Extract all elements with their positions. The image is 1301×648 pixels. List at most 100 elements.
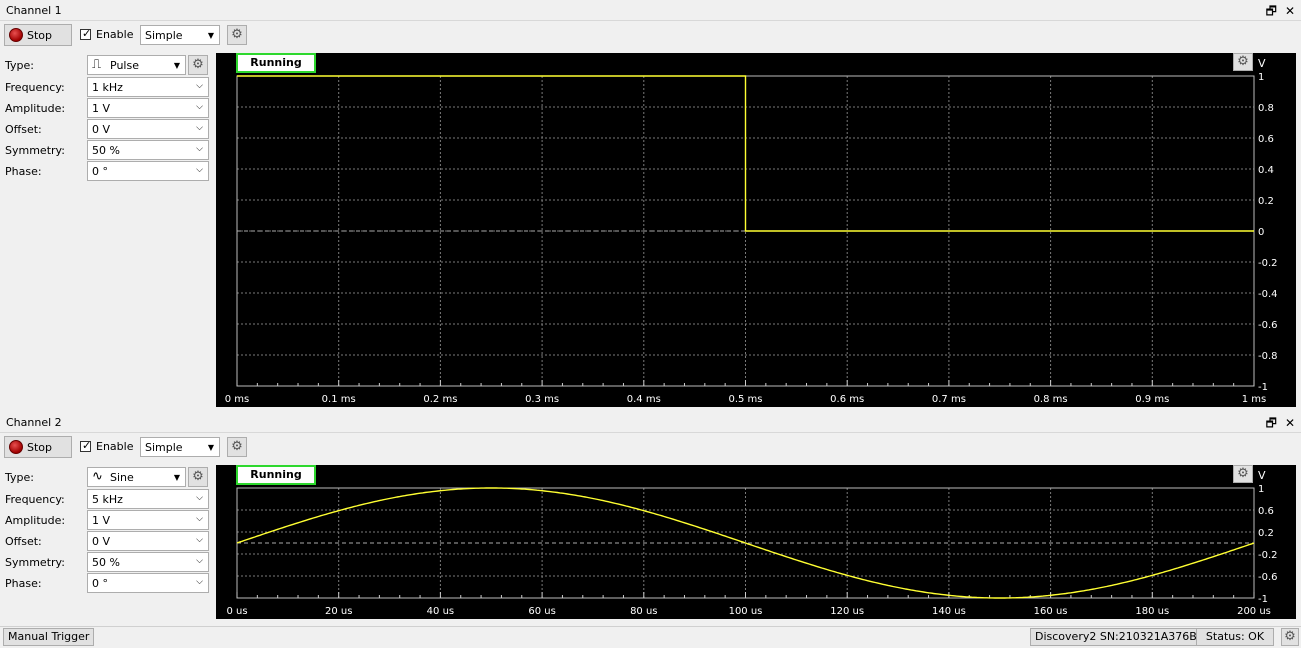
- checkmark-icon: ✓: [82, 439, 92, 452]
- param-value: 50 %: [92, 144, 120, 157]
- param-select[interactable]: 0 ° ⌵: [87, 161, 209, 181]
- param-label: Offset:: [5, 535, 42, 548]
- param-select[interactable]: 5 kHz ⌵: [87, 489, 209, 509]
- channel-2-plot: 0 us 20 us 40 us 60 us 80 us 100 us 120 us 140 …: [216, 465, 1296, 619]
- channel-1-y-unit: V: [1258, 57, 1266, 70]
- x-tick-label: 0.9 ms: [1135, 394, 1169, 405]
- signal-trace: [236, 487, 1255, 599]
- dropdown-arrow-icon: ⌵: [196, 144, 203, 154]
- channel-1-stop-button[interactable]: Stop: [4, 24, 72, 46]
- dropdown-arrow-icon: ⌵: [196, 493, 203, 503]
- y-tick-label: 0.2: [1258, 528, 1274, 539]
- x-tick-label: 40 us: [427, 606, 454, 617]
- param-label: Phase:: [5, 165, 42, 178]
- stop-label: Stop: [27, 29, 53, 42]
- param-label: Offset:: [5, 123, 42, 136]
- restore-icon[interactable]: 🗗: [1265, 416, 1277, 430]
- enable-label: Enable: [96, 440, 134, 453]
- status-indicator[interactable]: Status: OK: [1196, 628, 1274, 646]
- x-tick-label: 0.6 ms: [830, 394, 864, 405]
- param-select[interactable]: 0 V ⌵: [87, 119, 209, 139]
- channel-2-plot-svg: 0 us 20 us 40 us 60 us 80 us 100 us 120 us 140 …: [226, 484, 1278, 617]
- param-value: 0 °: [92, 577, 108, 590]
- channel-1-mode-select[interactable]: Simple ▼: [140, 25, 220, 45]
- param-value: 0 V: [92, 123, 111, 136]
- x-tick-label: 160 us: [1034, 606, 1068, 617]
- y-tick-label: 1: [1258, 484, 1264, 495]
- x-tick-label: 1 ms: [1242, 394, 1267, 405]
- x-tick-label: 20 us: [325, 606, 352, 617]
- y-tick-label: -0.6: [1258, 572, 1278, 583]
- restore-icon[interactable]: 🗗: [1265, 4, 1277, 18]
- type-label: Type:: [5, 471, 34, 484]
- param-select[interactable]: 1 kHz ⌵: [87, 77, 209, 97]
- stop-label: Stop: [27, 441, 53, 454]
- param-select[interactable]: 50 % ⌵: [87, 552, 209, 572]
- channel-2-mode-select[interactable]: Simple ▼: [140, 437, 220, 457]
- channel-1-type-select[interactable]: ⎍ Pulse ▼: [87, 55, 186, 75]
- channel-2-settings-gear-icon[interactable]: ⚙: [227, 437, 247, 457]
- x-tick-label: 0.7 ms: [932, 394, 966, 405]
- channel-2-plot-gear-icon[interactable]: ⚙: [1233, 465, 1253, 483]
- close-icon[interactable]: ✕: [1284, 416, 1295, 430]
- param-select[interactable]: 0 ° ⌵: [87, 573, 209, 593]
- channel-1-type-gear-icon[interactable]: ⚙: [188, 55, 208, 75]
- x-tick-label: 180 us: [1135, 606, 1169, 617]
- x-tick-label: 100 us: [729, 606, 763, 617]
- channel-2-type-gear-icon[interactable]: ⚙: [188, 467, 208, 487]
- param-label: Frequency:: [5, 81, 65, 94]
- channel-1-enable-checkbox[interactable]: ✓: [80, 27, 92, 40]
- y-tick-label: 0.6: [1258, 506, 1274, 517]
- param-label: Frequency:: [5, 493, 65, 506]
- channel-1-settings-gear-icon[interactable]: ⚙: [227, 25, 247, 45]
- x-tick-label: 140 us: [932, 606, 966, 617]
- x-tick-label: 0.2 ms: [423, 394, 457, 405]
- param-select[interactable]: 1 V ⌵: [87, 98, 209, 118]
- close-icon[interactable]: ✕: [1284, 4, 1295, 18]
- param-select[interactable]: 0 V ⌵: [87, 531, 209, 551]
- type-label: Type:: [5, 59, 34, 72]
- param-label: Phase:: [5, 577, 42, 590]
- param-select[interactable]: 1 V ⌵: [87, 510, 209, 530]
- pulse-wave-icon: ⎍: [92, 57, 102, 72]
- dropdown-arrow-icon: ▼: [207, 443, 214, 452]
- y-tick-label: 0.8: [1258, 103, 1274, 114]
- param-label: Amplitude:: [5, 514, 66, 527]
- y-tick-label: 0.6: [1258, 134, 1274, 145]
- channel-2-enable-checkbox[interactable]: ✓: [80, 439, 92, 452]
- x-tick-label: 0.5 ms: [728, 394, 762, 405]
- channel-2-type-select[interactable]: ∿ Sine ▼: [87, 467, 186, 487]
- y-tick-label: -0.2: [1258, 258, 1278, 269]
- dropdown-arrow-icon: ⌵: [196, 535, 203, 545]
- x-tick-label: 200 us: [1237, 606, 1271, 617]
- status-gear-icon[interactable]: ⚙: [1281, 628, 1299, 646]
- checkmark-icon: ✓: [82, 27, 92, 40]
- x-tick-label: 0.8 ms: [1034, 394, 1068, 405]
- y-tick-label: 0: [1258, 227, 1264, 238]
- dropdown-arrow-icon: ⌵: [196, 165, 203, 175]
- channel-2-titlebar: Channel 2 🗗 ✕: [0, 412, 1301, 433]
- sine-wave-icon: ∿: [92, 469, 103, 484]
- param-value: 1 V: [92, 102, 111, 115]
- param-value: 50 %: [92, 556, 120, 569]
- device-info[interactable]: Discovery2 SN:210321A376B4: [1030, 628, 1209, 646]
- dropdown-arrow-icon: ▼: [173, 61, 180, 70]
- channel-1-titlebar: Channel 1 🗗 ✕: [0, 0, 1301, 21]
- y-tick-label: -0.8: [1258, 351, 1278, 362]
- dropdown-arrow-icon: ⌵: [196, 102, 203, 112]
- channel-1-plot: 0 ms 0.1 ms 0.2 ms 0.3 ms 0.4 ms 0.5 ms 0.6 ms…: [216, 53, 1296, 407]
- channel-1-plot-gear-icon[interactable]: ⚙: [1233, 53, 1253, 71]
- dropdown-arrow-icon: ⌵: [196, 81, 203, 91]
- param-value: 0 °: [92, 165, 108, 178]
- y-tick-label: -0.2: [1258, 550, 1278, 561]
- type-value: Sine: [110, 471, 134, 484]
- stop-icon: [9, 440, 23, 454]
- channel-2-stop-button[interactable]: Stop: [4, 436, 72, 458]
- param-label: Symmetry:: [5, 144, 65, 157]
- x-tick-label: 0.4 ms: [627, 394, 661, 405]
- channel-1-title: Channel 1: [6, 4, 62, 17]
- manual-trigger-button[interactable]: Manual Trigger: [3, 628, 95, 646]
- param-select[interactable]: 50 % ⌵: [87, 140, 209, 160]
- x-tick-label: 0.1 ms: [322, 394, 356, 405]
- signal-trace: [237, 75, 1254, 232]
